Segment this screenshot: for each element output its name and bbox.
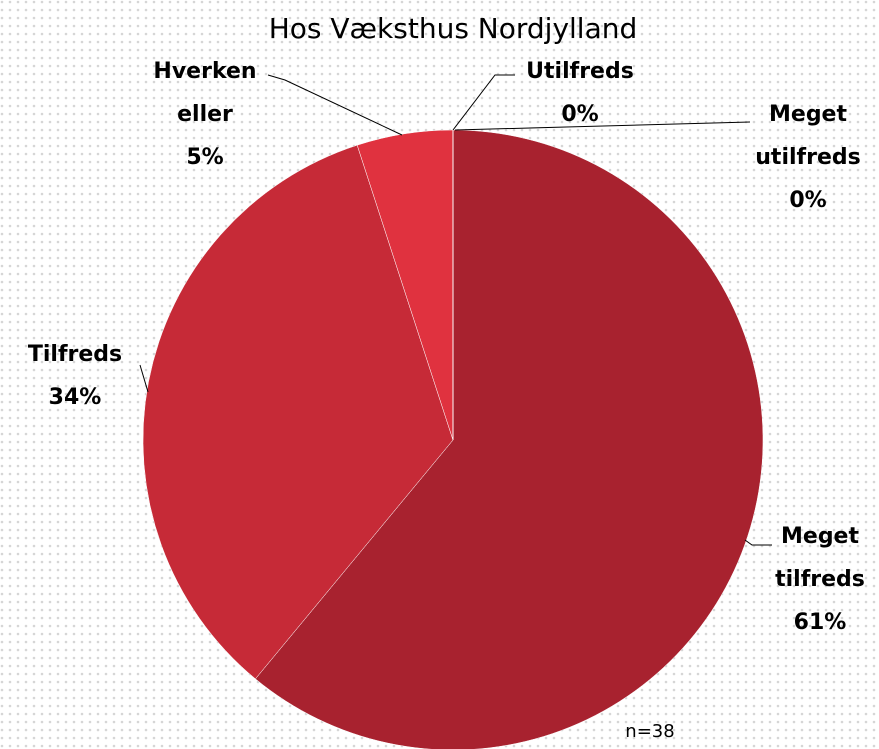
leader-line bbox=[744, 539, 772, 546]
slice-label: Hverken eller bbox=[153, 59, 256, 127]
leader-line bbox=[452, 74, 515, 131]
leader-line bbox=[139, 364, 149, 393]
slice-label: Tilfreds bbox=[28, 342, 122, 367]
leader-line bbox=[454, 121, 751, 131]
slice-label: Utilfreds bbox=[526, 59, 634, 84]
annotation: n=38 bbox=[625, 721, 674, 742]
value-label: 5% bbox=[186, 145, 223, 170]
pie-slice bbox=[255, 129, 764, 749]
chart-title: Hos Væksthus Nordjylland bbox=[269, 12, 638, 45]
pie-slice bbox=[142, 144, 454, 680]
value-label: 0% bbox=[789, 188, 826, 213]
value-label: 61% bbox=[794, 610, 847, 635]
value-label: 34% bbox=[49, 385, 102, 410]
slice-label: Meget utilfreds bbox=[755, 102, 860, 170]
value-label: 0% bbox=[561, 102, 598, 127]
leader-line bbox=[267, 74, 403, 136]
slice-label: Meget tilfreds bbox=[775, 524, 865, 592]
